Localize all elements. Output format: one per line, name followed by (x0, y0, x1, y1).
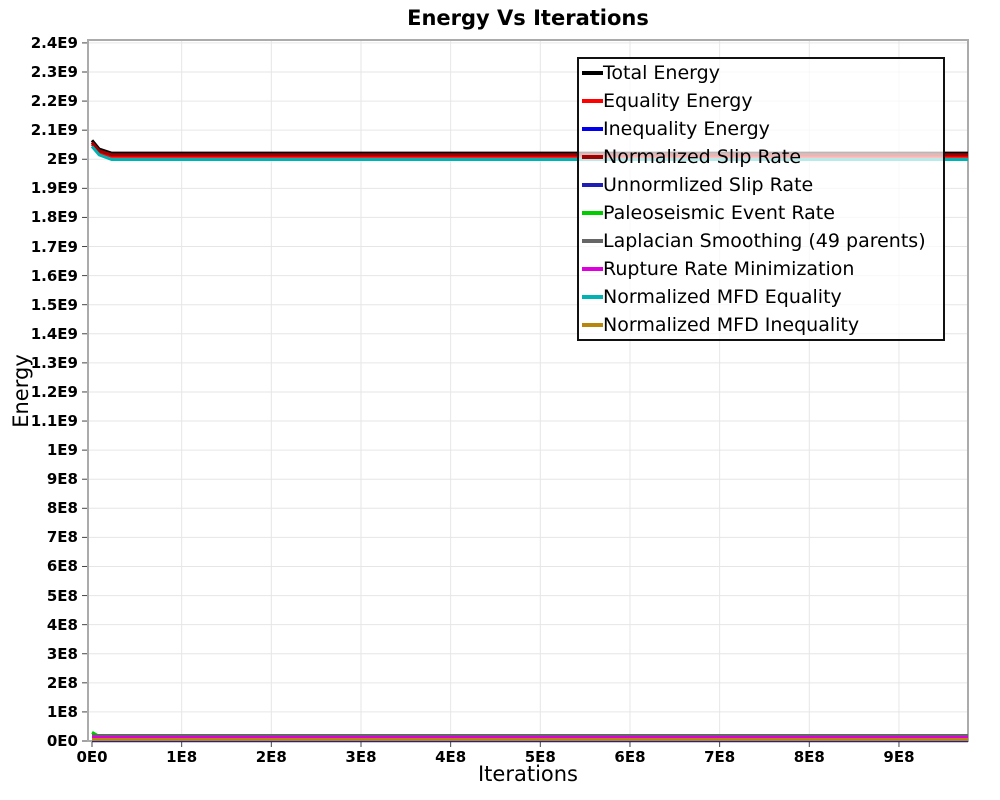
legend-item: Laplacian Smoothing (49 parents) (579, 227, 943, 255)
chart-title: Energy Vs Iterations (407, 6, 649, 30)
legend-line-swatch (582, 295, 603, 299)
legend-label: Unnormlized Slip Rate (603, 174, 814, 196)
legend-line-swatch (582, 211, 603, 215)
legend-line-swatch (582, 183, 603, 187)
series-line-normalized-slip-rate (90, 141, 968, 157)
legend-label: Normalized Slip Rate (603, 146, 802, 168)
series-line-normalized-mfd-equality (90, 145, 968, 162)
legend-item: Normalized Slip Rate (579, 143, 943, 171)
legend-item: Rupture Rate Minimization (579, 255, 943, 283)
legend-item: Paleoseismic Event Rate (579, 199, 943, 227)
legend-item: Normalized MFD Inequality (579, 311, 943, 339)
legend-item: Inequality Energy (579, 115, 943, 143)
legend-label: Normalized MFD Equality (603, 286, 842, 308)
legend-label: Paleoseismic Event Rate (603, 202, 835, 224)
x-axis-title: Iterations (477, 762, 579, 786)
legend-line-swatch (582, 267, 603, 271)
legend-label: Rupture Rate Minimization (603, 258, 855, 280)
legend-label: Equality Energy (603, 90, 753, 112)
legend-line-swatch (582, 127, 603, 131)
legend-label: Total Energy (603, 62, 720, 84)
legend-item: Normalized MFD Equality (579, 283, 943, 311)
legend-line-swatch (582, 99, 603, 103)
legend-label: Normalized MFD Inequality (603, 314, 860, 336)
legend-item: Unnormlized Slip Rate (579, 171, 943, 199)
legend-line-swatch (582, 239, 603, 243)
legend-line-swatch (582, 155, 603, 159)
legend-item: Equality Energy (579, 87, 943, 115)
legend-label: Inequality Energy (603, 118, 770, 140)
legend-item: Total Energy (579, 59, 943, 87)
legend-line-swatch (582, 323, 603, 327)
legend-box: Total Energy Equality Energy Inequality En… (577, 57, 945, 341)
legend-line-swatch (582, 71, 603, 75)
legend-label: Laplacian Smoothing (49 parents) (603, 230, 926, 252)
